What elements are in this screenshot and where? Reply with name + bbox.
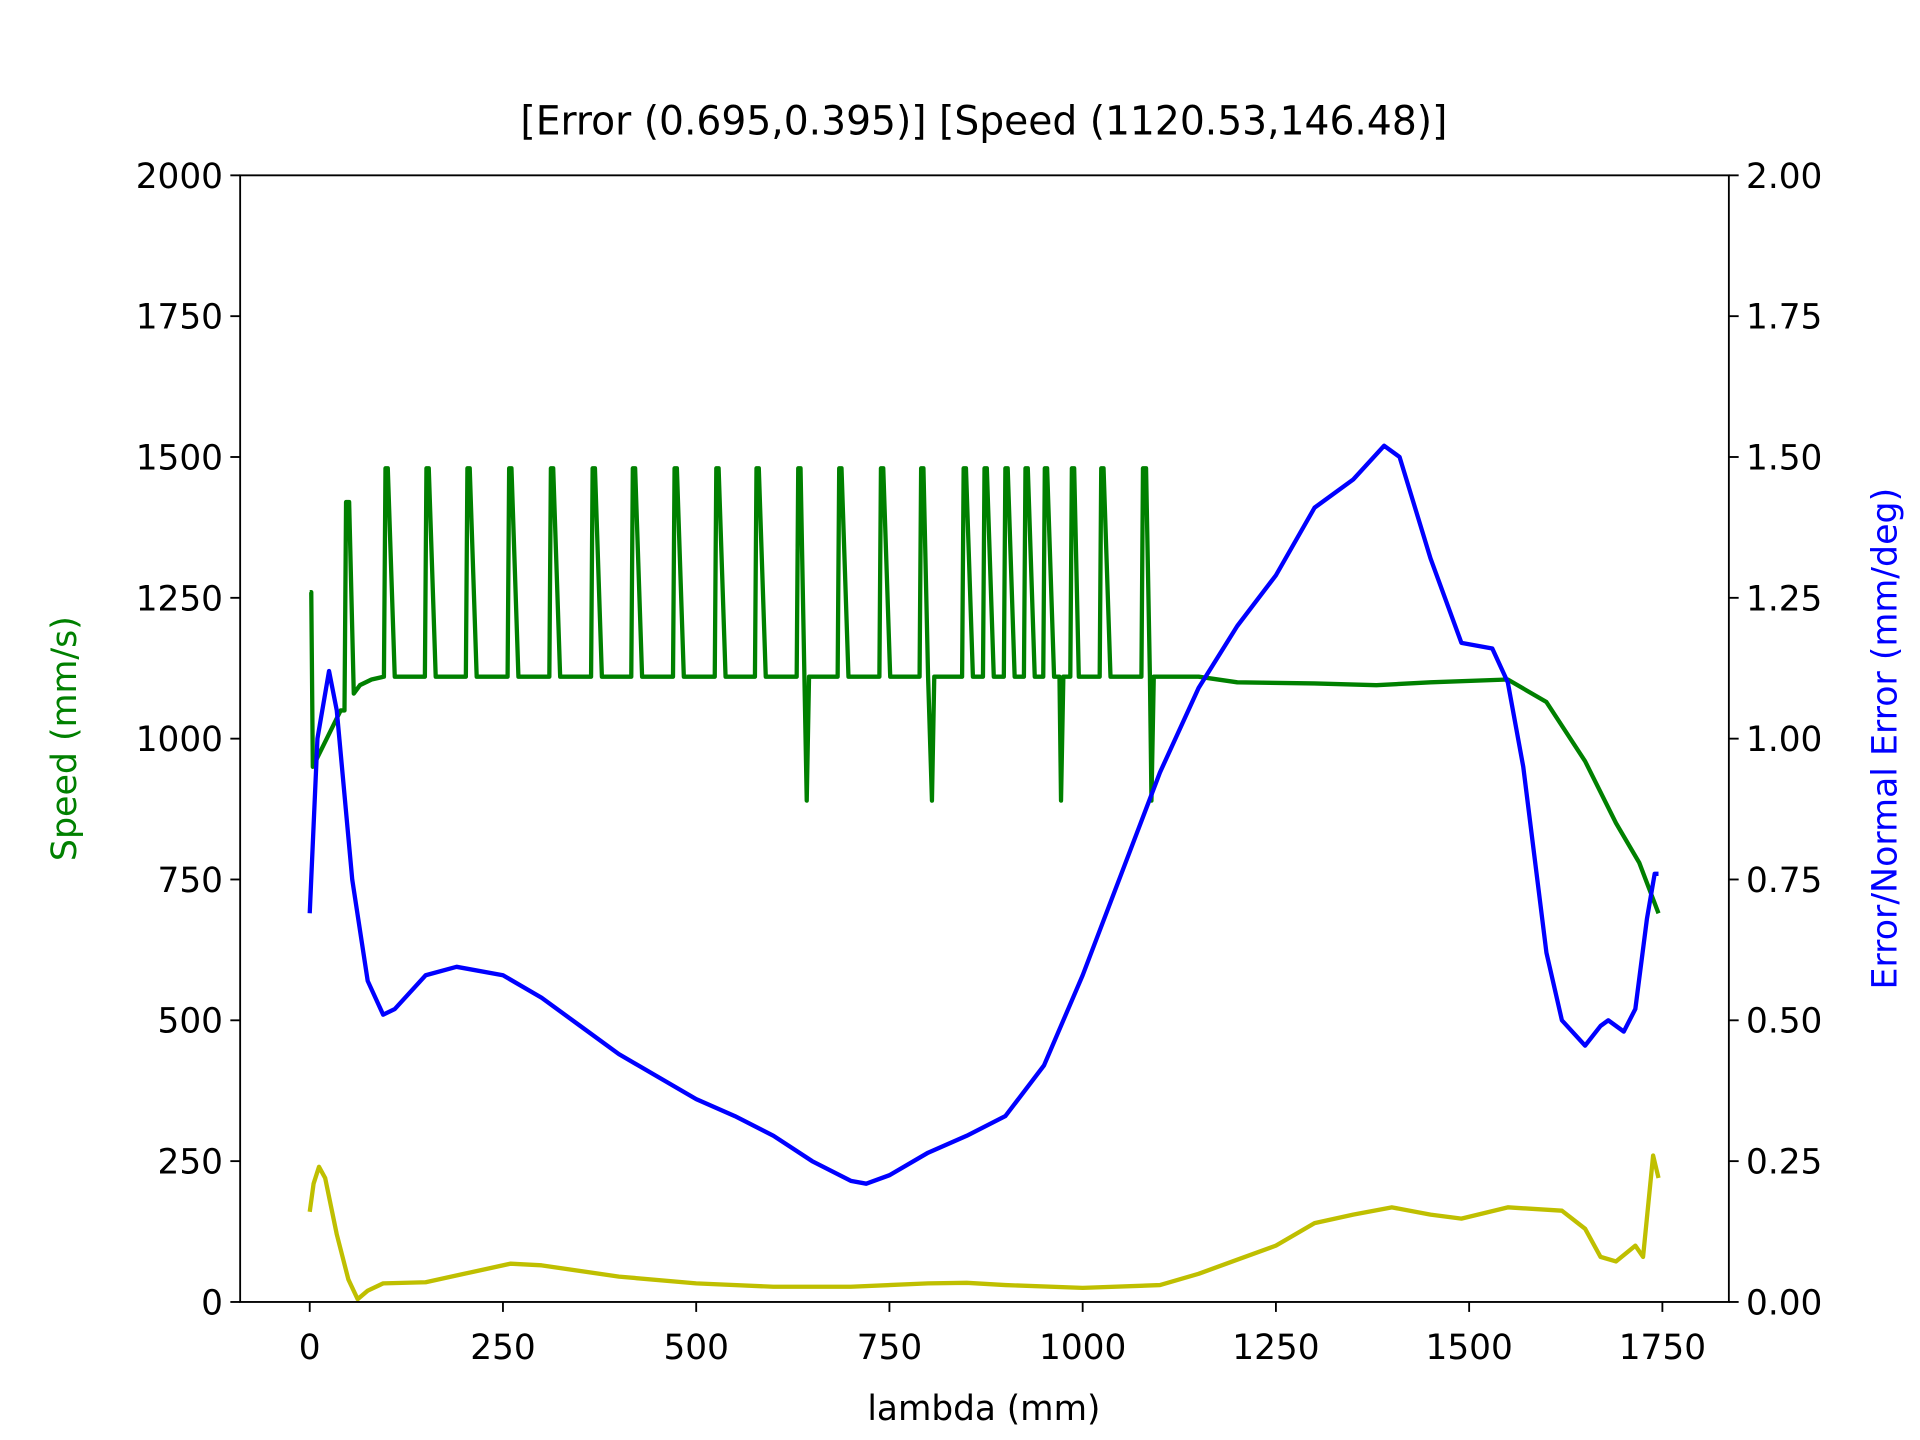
x-tick-label: 1000 — [1039, 1328, 1126, 1368]
x-tick-label: 250 — [470, 1328, 535, 1368]
x-tick-label: 1250 — [1232, 1328, 1319, 1368]
x-tick-label: 750 — [857, 1328, 922, 1368]
y2-tick-label: 1.00 — [1746, 720, 1822, 760]
y2-tick-label: 2.00 — [1746, 157, 1822, 197]
y-tick-label: 500 — [158, 1002, 223, 1042]
x-axis-label: lambda (mm) — [867, 1389, 1100, 1429]
y-axis-label: Speed (mm/s) — [45, 616, 85, 861]
x-tick-label: 500 — [663, 1328, 728, 1368]
plot-frame — [239, 174, 1730, 1303]
y2-tick-label: 1.50 — [1746, 438, 1822, 478]
y2-tick-label: 1.75 — [1746, 297, 1822, 337]
y-tick-label: 1000 — [136, 720, 223, 760]
y2-tick-label: 0.50 — [1746, 1002, 1822, 1042]
x-tick-label: 0 — [299, 1328, 321, 1368]
data-line — [307, 443, 1659, 1186]
y2-tick-label: 0.75 — [1746, 861, 1822, 901]
y-tick-label: 750 — [158, 861, 223, 901]
y-tick-label: 1250 — [136, 579, 223, 619]
data-line — [309, 466, 1661, 915]
y-tick-label: 2000 — [136, 157, 223, 197]
data-line — [307, 1153, 1661, 1302]
y-tick-label: 0 — [201, 1283, 223, 1323]
y-tick-label: 1500 — [136, 438, 223, 478]
y2-tick-label: 0.00 — [1746, 1283, 1822, 1323]
chart-title: [Error (0.695,0.395)] [Speed (1120.53,14… — [520, 98, 1447, 144]
x-tick-label: 1500 — [1426, 1328, 1513, 1368]
y-tick-label: 250 — [158, 1142, 223, 1182]
y2-axis-label: Error/Normal Error (mm/deg) — [1866, 488, 1906, 990]
y2-tick-label: 1.25 — [1746, 579, 1822, 619]
y-tick-label: 1750 — [136, 297, 223, 337]
x-tick-label: 1750 — [1619, 1328, 1706, 1368]
y2-tick-label: 0.25 — [1746, 1142, 1822, 1182]
